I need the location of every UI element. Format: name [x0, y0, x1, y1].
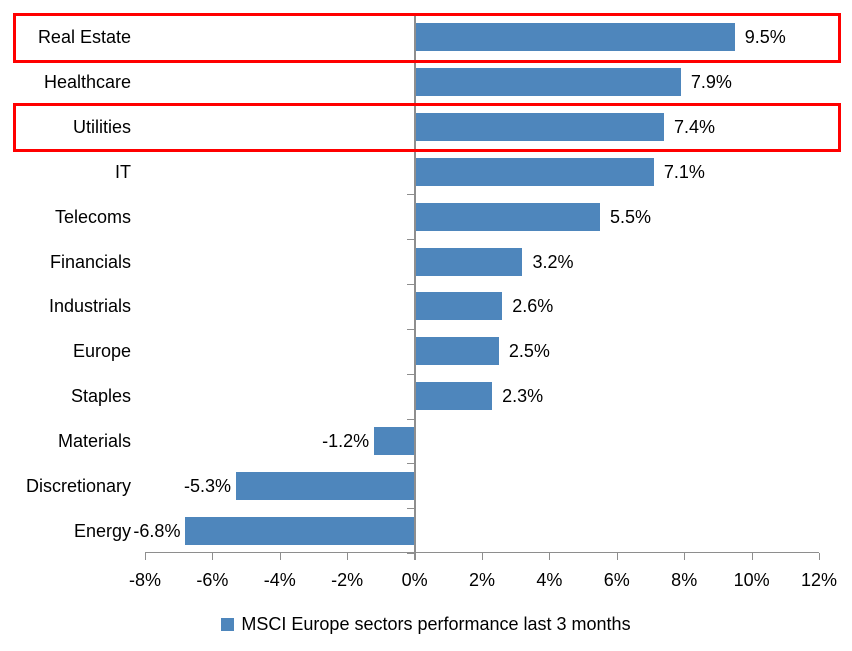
- x-tick-label-8-: 8%: [671, 570, 698, 590]
- x-tick-label-2-: 2%: [468, 570, 496, 590]
- y-axis-tick: [406, 553, 415, 554]
- y-axis-tick: [406, 328, 415, 330]
- bar-materials: [374, 426, 415, 455]
- bar-discretionary: [235, 471, 415, 500]
- x-tick-label-12-: 12%: [800, 570, 838, 590]
- x-axis-tick: [212, 553, 214, 560]
- x-axis-tick: [684, 553, 686, 560]
- value-label-real-estate: 9.5%: [744, 27, 786, 48]
- legend-label: MSCI Europe sectors performance last 3 m…: [241, 613, 631, 634]
- value-label-europe: 2.5%: [508, 341, 550, 362]
- y-axis-tick: [406, 508, 415, 510]
- y-axis-tick: [406, 239, 415, 241]
- value-label-telecoms: 5.5%: [609, 206, 651, 227]
- x-axis-line: [145, 552, 819, 553]
- y-axis-tick: [406, 194, 415, 196]
- x-axis-tick: [347, 553, 349, 560]
- bar-energy: [185, 516, 415, 545]
- bar-utilities: [414, 113, 664, 142]
- y-axis-line: [413, 15, 416, 560]
- category-label-utilities: Utilities: [72, 117, 131, 138]
- category-label-financials: Financials: [49, 251, 131, 272]
- category-label-discretionary: Discretionary: [25, 475, 131, 496]
- x-axis-tick: [482, 553, 483, 560]
- x-tick-label-10-: 10%: [733, 570, 770, 590]
- bar-it: [414, 157, 654, 186]
- value-label-industrials: 2.6%: [512, 296, 554, 317]
- category-label-it: IT: [115, 161, 131, 182]
- category-label-materials: Materials: [57, 430, 131, 451]
- category-label-real-estate: Real Estate: [37, 27, 131, 48]
- legend: MSCI Europe sectors performance last 3 m…: [0, 611, 852, 637]
- bar-real-estate: [414, 23, 735, 52]
- x-tick-label--6-: -6%: [196, 570, 229, 590]
- value-label-materials: -1.2%: [322, 430, 370, 451]
- category-label-energy: Energy: [73, 520, 131, 541]
- highlight-box-real-estate: [13, 13, 841, 63]
- value-label-it: 7.1%: [663, 161, 705, 182]
- y-axis-tick: [406, 418, 415, 420]
- bar-healthcare: [414, 68, 681, 97]
- y-axis-tick: [406, 373, 415, 375]
- x-axis-tick: [279, 553, 281, 560]
- highlight-box-utilities: [13, 102, 841, 153]
- category-label-europe: Europe: [72, 341, 131, 362]
- value-label-energy: -6.8%: [133, 520, 181, 541]
- bar-industrials: [414, 292, 503, 321]
- bar-staples: [414, 382, 493, 411]
- x-axis-tick: [819, 553, 820, 560]
- legend-marker-icon: [221, 617, 235, 631]
- x-axis-tick: [616, 553, 618, 560]
- value-label-financials: 3.2%: [532, 251, 574, 272]
- category-label-telecoms: Telecoms: [54, 206, 131, 227]
- category-label-industrials: Industrials: [48, 296, 131, 317]
- x-tick-label-6-: 6%: [603, 570, 630, 590]
- value-label-utilities: 7.4%: [673, 117, 715, 138]
- x-axis-tick: [145, 553, 146, 560]
- bar-europe: [414, 337, 499, 366]
- x-tick-label--4-: -4%: [263, 570, 296, 590]
- category-label-staples: Staples: [70, 386, 131, 407]
- value-label-discretionary: -5.3%: [183, 475, 231, 496]
- category-label-healthcare: Healthcare: [43, 72, 131, 93]
- bar-financials: [414, 247, 523, 276]
- x-tick-label--8-: -8%: [128, 570, 162, 590]
- value-label-healthcare: 7.9%: [690, 72, 732, 93]
- x-tick-label-0-: 0%: [401, 570, 428, 590]
- x-tick-label-4-: 4%: [536, 570, 563, 590]
- x-axis-tick: [751, 553, 753, 560]
- value-label-staples: 2.3%: [502, 386, 544, 407]
- bar-telecoms: [414, 202, 600, 231]
- x-axis-tick: [549, 553, 551, 560]
- x-tick-label--2-: -2%: [331, 570, 364, 590]
- y-axis-tick: [406, 284, 415, 285]
- y-axis-tick: [406, 463, 415, 465]
